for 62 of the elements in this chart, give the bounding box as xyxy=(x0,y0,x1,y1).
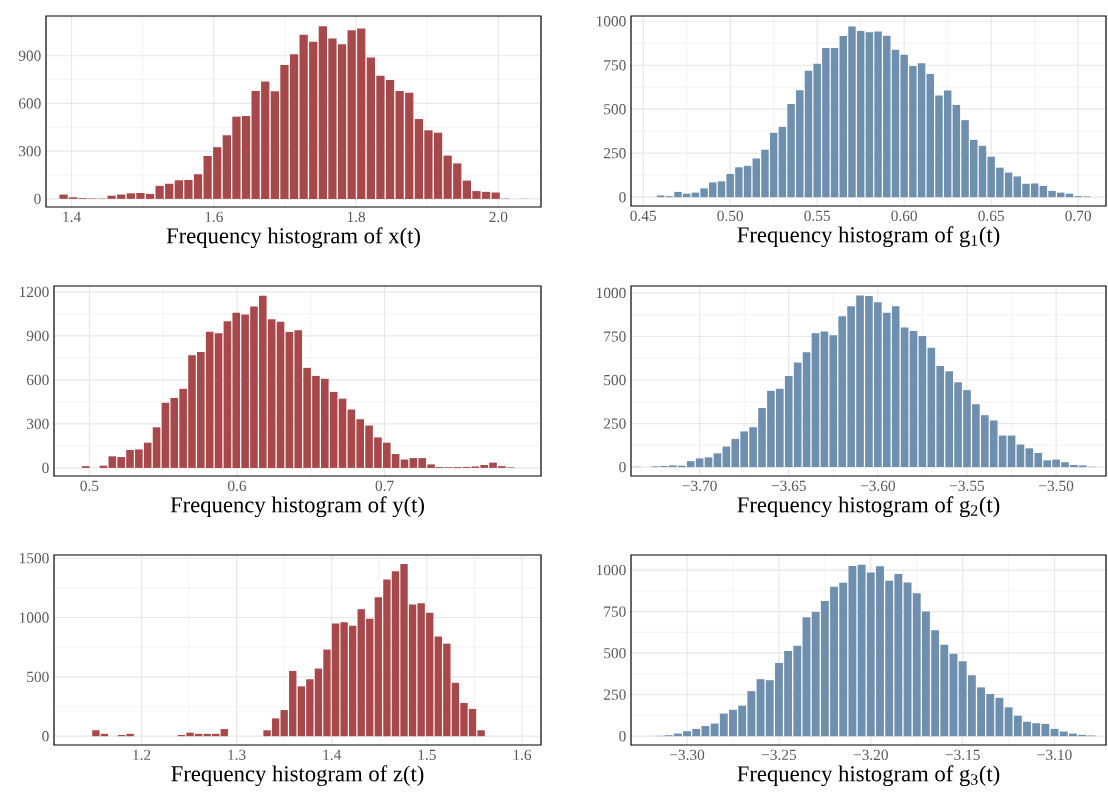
x-tick-label: −3.15 xyxy=(945,749,980,761)
y-tick-label: 0 xyxy=(34,193,41,205)
x-tick-label: 0.5 xyxy=(80,480,99,492)
x-axis-title: Frequency histogram of z(t) xyxy=(171,765,424,787)
x-tick-label: 0.55 xyxy=(804,210,830,222)
y-tick-label: 300 xyxy=(19,146,41,157)
x-tick-label: 0.60 xyxy=(891,210,918,222)
x-tick-label: 0.50 xyxy=(717,210,744,222)
y-tick-label: 1500 xyxy=(19,553,49,564)
y-tick-label: 600 xyxy=(26,374,49,386)
y-tick-label: 500 xyxy=(604,104,626,115)
y-tick-label: 0 xyxy=(42,462,49,474)
y-tick-label: 1000 xyxy=(596,16,626,27)
y-tick-label: 300 xyxy=(27,418,49,430)
y-tick-label: 0 xyxy=(619,192,626,203)
x-tick-label: 0.65 xyxy=(978,210,1004,222)
x-tick-label: −3.20 xyxy=(853,749,888,761)
x-tick-label: −3.50 xyxy=(1039,480,1074,492)
x-axis-title: Frequency histogram of g$_{1}$(t) xyxy=(737,226,1000,248)
x-tick-label: 0.6 xyxy=(228,480,247,492)
y-tick-label: 750 xyxy=(604,606,626,617)
x-tick-label: 1.8 xyxy=(347,211,366,223)
y-tick-label: 1000 xyxy=(19,612,49,623)
y-tick-label: 0 xyxy=(619,731,626,742)
x-axis-title: Frequency histogram of x(t) xyxy=(166,227,420,249)
x-tick-label: −3.25 xyxy=(761,749,797,761)
x-tick-label: 1.4 xyxy=(63,211,81,223)
y-tick-label: 1000 xyxy=(596,564,626,576)
x-tick-label: −3.10 xyxy=(1037,749,1072,761)
x-tick-label: 1.6 xyxy=(205,211,223,223)
y-tick-label: 500 xyxy=(27,671,49,683)
x-tick-label: −3.60 xyxy=(860,480,896,492)
x-tick-label: 1.5 xyxy=(418,749,436,761)
y-tick-label: 500 xyxy=(604,647,626,659)
y-tick-label: 600 xyxy=(18,98,41,109)
y-tick-label: 900 xyxy=(18,50,41,61)
x-tick-label: 1.2 xyxy=(133,749,151,761)
y-tick-label: 250 xyxy=(603,418,626,429)
y-tick-label: 1200 xyxy=(19,286,49,298)
y-tick-label: 900 xyxy=(26,330,49,342)
x-axis-title: Frequency histogram of y(t) xyxy=(170,496,424,518)
x-axis-title: Frequency histogram of g$_{2}$(t) xyxy=(737,496,1000,518)
x-tick-label: 2.0 xyxy=(489,211,508,223)
y-tick-label: 0 xyxy=(619,461,626,473)
x-tick-label: 0.70 xyxy=(1065,210,1091,222)
x-tick-label: −3.70 xyxy=(682,480,717,492)
y-tick-label: 500 xyxy=(604,374,626,386)
y-tick-label: 250 xyxy=(603,148,626,159)
x-tick-label: 1.3 xyxy=(228,749,246,761)
x-tick-label: 1.6 xyxy=(513,749,532,761)
x-tick-label: 1.4 xyxy=(323,749,342,761)
y-tick-label: 750 xyxy=(604,331,626,342)
x-tick-label: −3.65 xyxy=(771,480,806,492)
x-tick-label: 0.45 xyxy=(630,210,656,222)
y-tick-label: 1000 xyxy=(596,287,626,299)
y-tick-label: 0 xyxy=(42,731,49,742)
x-tick-label: −3.30 xyxy=(670,749,705,761)
y-tick-label: 750 xyxy=(604,60,626,71)
x-tick-label: −3.55 xyxy=(950,480,985,492)
x-axis-title: Frequency histogram of g$_{3}$(t) xyxy=(737,765,1000,787)
x-tick-label: 0.7 xyxy=(375,480,394,492)
y-tick-label: 250 xyxy=(603,689,626,700)
